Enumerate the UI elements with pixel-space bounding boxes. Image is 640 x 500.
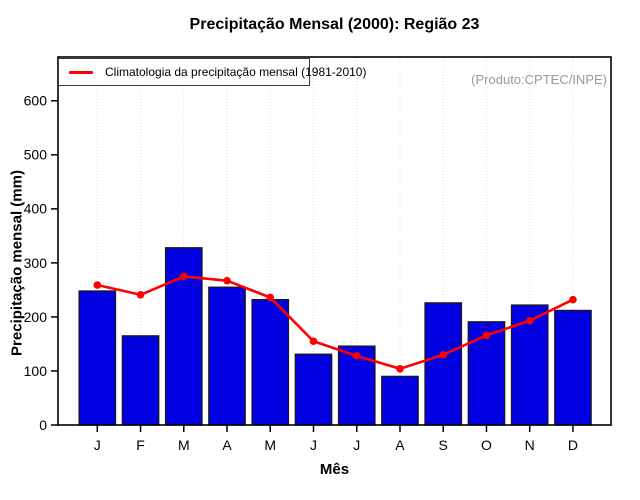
legend: Climatologia da precipitação mensal (198… [58,58,366,86]
legend-label: Climatologia da precipitação mensal (198… [105,65,367,79]
climatology-line [93,272,577,373]
svg-text:400: 400 [24,201,48,217]
climatology-point-J-5 [309,337,318,346]
y-axis-label: Precipitação mensal (mm) [8,170,26,356]
svg-text:100: 100 [24,363,48,379]
x-axis-label: Mês [319,461,350,478]
legend-line-swatch-icon [69,70,93,74]
y-axis: 0 100 200 300 400 500 600 [24,93,58,433]
svg-text:300: 300 [24,255,48,271]
svg-text:0: 0 [39,417,47,433]
svg-text:S: S [439,437,448,453]
climatology-point-D-11 [569,295,577,304]
plot-box [57,56,612,426]
bar-J-5 [294,353,333,426]
bar-F-1 [121,335,160,426]
svg-text:M: M [264,437,276,453]
bar-A-7 [381,375,419,426]
svg-text:N: N [525,437,535,453]
bar-S-8 [424,302,463,426]
climatology-point-J-0 [93,281,102,289]
watermark: (Produto:CPTEC/INPE) [471,72,607,87]
svg-text:A: A [395,437,405,453]
climatology-point-M-4 [266,293,275,302]
svg-text:200: 200 [24,309,48,325]
svg-text:A: A [222,437,232,453]
svg-text:600: 600 [24,93,48,109]
svg-text:J: J [353,437,360,453]
climatology-point-M-2 [179,272,188,281]
svg-text:F: F [136,437,145,453]
svg-text:D: D [568,437,578,453]
svg-text:J: J [94,437,101,453]
climatology-point-N-10 [525,316,534,325]
svg-text:500: 500 [24,147,48,163]
climatology-point-S-8 [439,350,448,359]
svg-text:M: M [178,437,190,453]
bar-M-4 [251,298,290,426]
climatology-point-F-1 [136,290,145,299]
climatology-point-O-9 [482,331,491,340]
precipitation-bars [78,247,592,426]
svg-text:J: J [310,437,317,453]
svg-text:O: O [481,437,492,453]
climatology-point-A-3 [223,276,231,285]
bar-J-0 [78,290,117,426]
climatology-point-A-7 [396,365,404,373]
chart-title: Precipitação Mensal (2000): Região 23 [189,16,480,33]
climatology-point-J-6 [352,352,361,360]
bar-A-3 [208,286,246,426]
bar-D-11 [554,309,592,426]
